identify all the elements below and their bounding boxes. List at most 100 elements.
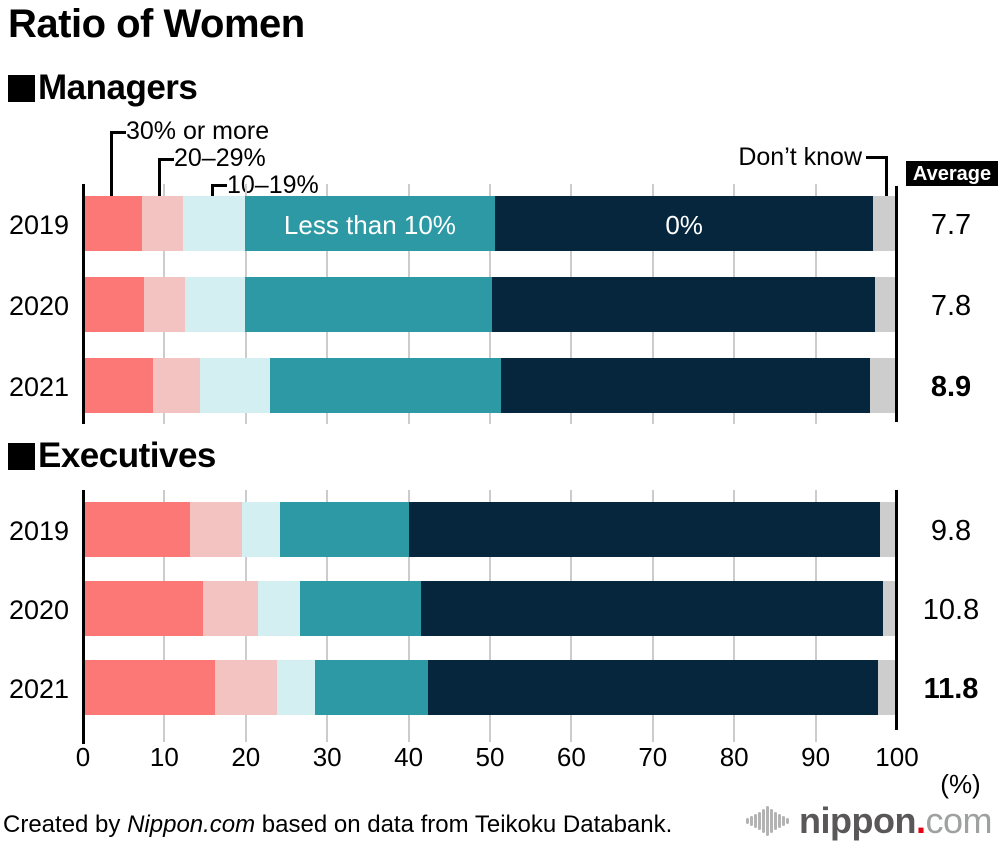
soundwave-bar: [750, 816, 753, 826]
bar-executives-2020: [83, 581, 897, 636]
x-tick-label: 100: [875, 742, 919, 772]
bar-segment: [214, 660, 277, 715]
average-value-executives-2020: 10.8: [922, 594, 980, 626]
x-tick-label: 0: [75, 742, 91, 772]
legend-label-dont-know: Don’t know: [738, 143, 862, 171]
legend-label-10-19: 10–19%: [227, 171, 319, 199]
soundwave-bar: [766, 806, 769, 836]
x-tick-label: 60: [556, 742, 586, 772]
soundwave-icon: [746, 806, 790, 836]
bar-managers-2021: [83, 358, 897, 413]
soundwave-bar: [770, 809, 773, 833]
callout-line-30-or-more: [110, 131, 126, 198]
soundwave-bar: [786, 818, 789, 824]
x-tick-label: 10: [149, 742, 179, 772]
bar-segment: [83, 502, 190, 557]
bar-segment: [299, 581, 421, 636]
section-header-executives-label: Executives: [38, 436, 216, 475]
year-label-managers-2019: 2019: [8, 210, 70, 240]
section-marker-square: [8, 74, 35, 102]
nippon-com-logo: nippon.com: [746, 800, 992, 842]
year-label-executives-2021: 2021: [8, 674, 70, 704]
bar-segment: [183, 196, 245, 251]
bar-segment: [83, 660, 215, 715]
bar-segment: [408, 502, 880, 557]
x-tick-label: 40: [394, 742, 424, 772]
logo-red-dot: .: [915, 800, 926, 841]
callout-line-dont-know: [866, 156, 888, 197]
average-column-header: Average: [906, 161, 998, 186]
bar-segment: [144, 277, 185, 332]
bar-segment: [83, 358, 153, 413]
bar-segment: [279, 502, 409, 557]
logo-wordmark: nippon.com: [799, 800, 992, 842]
bar-managers-2020: [83, 277, 897, 332]
average-value-executives-2021: 11.8: [923, 673, 979, 705]
bar-segment: [491, 277, 875, 332]
bar-segment: [241, 502, 280, 557]
bar-segment: [494, 196, 874, 251]
x-tick-label: 30: [312, 742, 342, 772]
bar-segment: [258, 581, 300, 636]
callout-line-10-19: [211, 184, 227, 198]
soundwave-bar: [746, 818, 749, 824]
year-label-managers-2020: 2020: [8, 291, 70, 321]
bar-segment: [428, 660, 879, 715]
soundwave-bar: [782, 816, 785, 826]
bar-segment: [141, 196, 184, 251]
bar-segment: [873, 196, 897, 251]
bar-segment: [244, 277, 492, 332]
bar-segment: [244, 196, 495, 251]
credit-line: Created by Nippon.com based on data from…: [3, 811, 672, 839]
segment-label-less-than-10: Less than 10%: [283, 210, 456, 240]
bar-segment: [200, 358, 271, 413]
soundwave-bar: [778, 814, 781, 828]
bar-segment: [276, 660, 315, 715]
x-tick-label: 20: [231, 742, 261, 772]
bar-executives-2019: [83, 502, 897, 557]
bar-segment: [314, 660, 429, 715]
bar-segment: [153, 358, 201, 413]
executives-y-axis-line: [82, 490, 85, 744]
credit-suffix: based on data from Teikoku Databank.: [255, 811, 673, 838]
bar-segment: [879, 502, 897, 557]
section-marker-square: [8, 442, 35, 470]
bar-segment: [883, 581, 897, 636]
chart-title: Ratio of Women: [8, 2, 305, 46]
bar-segment: [83, 196, 142, 251]
bar-segment: [202, 581, 258, 636]
soundwave-bar: [762, 809, 765, 833]
year-label-managers-2021: 2021: [8, 372, 70, 402]
bar-executives-2021: [83, 660, 897, 715]
bar-segment: [420, 581, 884, 636]
average-value-managers-2019: 7.7: [930, 209, 972, 241]
bar-segment: [83, 581, 203, 636]
bar-segment: [189, 502, 242, 557]
credit-prefix: Created by: [3, 811, 128, 838]
x-tick-label: 80: [719, 742, 749, 772]
average-value-managers-2021: 8.9: [930, 371, 972, 403]
executives-100pct-line: [895, 490, 898, 730]
x-axis-unit-label: (%): [940, 769, 981, 799]
bar-segment: [270, 358, 502, 413]
soundwave-bar: [754, 814, 757, 828]
soundwave-bar: [758, 812, 761, 830]
bar-segment: [875, 277, 897, 332]
bar-segment: [83, 277, 145, 332]
executives-plot-area: [83, 490, 897, 742]
managers-y-axis-line: [82, 184, 85, 424]
bar-segment: [501, 358, 871, 413]
bar-segment: [870, 358, 897, 413]
average-value-executives-2019: 9.8: [930, 515, 972, 547]
x-tick-label: 50: [475, 742, 505, 772]
bar-segment: [184, 277, 245, 332]
bar-managers-2019: [83, 196, 897, 251]
legend-label-30-or-more: 30% or more: [126, 117, 270, 145]
bar-segment: [878, 660, 897, 715]
year-label-executives-2019: 2019: [8, 516, 70, 546]
logo-text-com: com: [925, 800, 992, 841]
managers-plot-area: Less than 10% 0%: [83, 184, 897, 424]
logo-text-nippon: nippon: [799, 800, 916, 841]
section-header-managers-label: Managers: [38, 68, 198, 107]
